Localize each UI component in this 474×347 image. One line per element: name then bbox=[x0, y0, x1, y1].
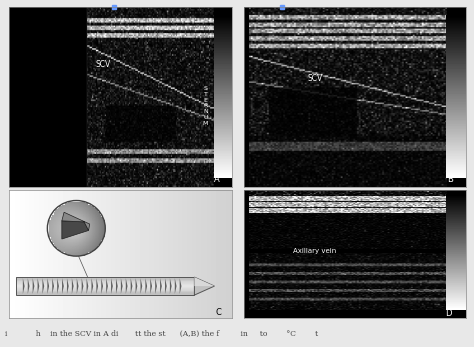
Polygon shape bbox=[52, 278, 54, 294]
Text: A: A bbox=[214, 175, 219, 184]
Text: SCV: SCV bbox=[95, 60, 110, 69]
Polygon shape bbox=[194, 277, 214, 295]
Polygon shape bbox=[121, 278, 123, 294]
Polygon shape bbox=[140, 278, 142, 294]
Polygon shape bbox=[160, 278, 162, 294]
Polygon shape bbox=[131, 278, 132, 294]
Polygon shape bbox=[116, 278, 118, 294]
Polygon shape bbox=[175, 278, 176, 294]
Text: i            h    in the SCV in A di       tt the st      (A,B) the f         in: i h in the SCV in A di tt the st (A,B) t… bbox=[5, 330, 318, 338]
Polygon shape bbox=[87, 278, 88, 294]
Polygon shape bbox=[62, 212, 90, 230]
Text: SCV: SCV bbox=[308, 74, 323, 83]
Polygon shape bbox=[111, 278, 113, 294]
Polygon shape bbox=[62, 278, 64, 294]
Polygon shape bbox=[106, 278, 108, 294]
Polygon shape bbox=[43, 278, 44, 294]
Polygon shape bbox=[23, 278, 25, 294]
Polygon shape bbox=[170, 278, 172, 294]
Polygon shape bbox=[150, 278, 152, 294]
Polygon shape bbox=[62, 221, 89, 239]
Polygon shape bbox=[126, 278, 128, 294]
Polygon shape bbox=[101, 278, 103, 294]
Text: Axillary vein: Axillary vein bbox=[293, 248, 337, 254]
Text: B: B bbox=[447, 175, 453, 184]
Polygon shape bbox=[96, 278, 98, 294]
Polygon shape bbox=[136, 278, 137, 294]
Polygon shape bbox=[67, 278, 69, 294]
Text: C: C bbox=[216, 308, 222, 318]
Polygon shape bbox=[194, 277, 214, 286]
Polygon shape bbox=[91, 278, 93, 294]
Polygon shape bbox=[165, 278, 167, 294]
Polygon shape bbox=[180, 278, 182, 294]
Polygon shape bbox=[57, 278, 59, 294]
Polygon shape bbox=[77, 278, 79, 294]
Polygon shape bbox=[47, 278, 49, 294]
Polygon shape bbox=[82, 278, 83, 294]
Polygon shape bbox=[37, 278, 39, 294]
Polygon shape bbox=[28, 278, 29, 294]
Polygon shape bbox=[155, 278, 157, 294]
Polygon shape bbox=[33, 278, 35, 294]
Text: S
T
E
R
N
U
M: S T E R N U M bbox=[203, 86, 208, 126]
Polygon shape bbox=[72, 278, 73, 294]
Text: D: D bbox=[445, 308, 451, 318]
Polygon shape bbox=[146, 278, 147, 294]
